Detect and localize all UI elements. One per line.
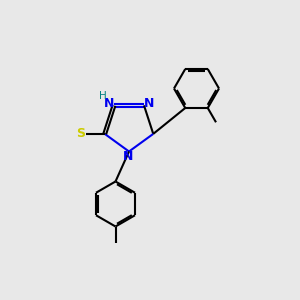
Text: N: N [144, 98, 154, 110]
Text: N: N [103, 98, 114, 110]
Text: H: H [99, 92, 106, 101]
Text: N: N [123, 150, 134, 164]
Text: S: S [76, 128, 85, 140]
